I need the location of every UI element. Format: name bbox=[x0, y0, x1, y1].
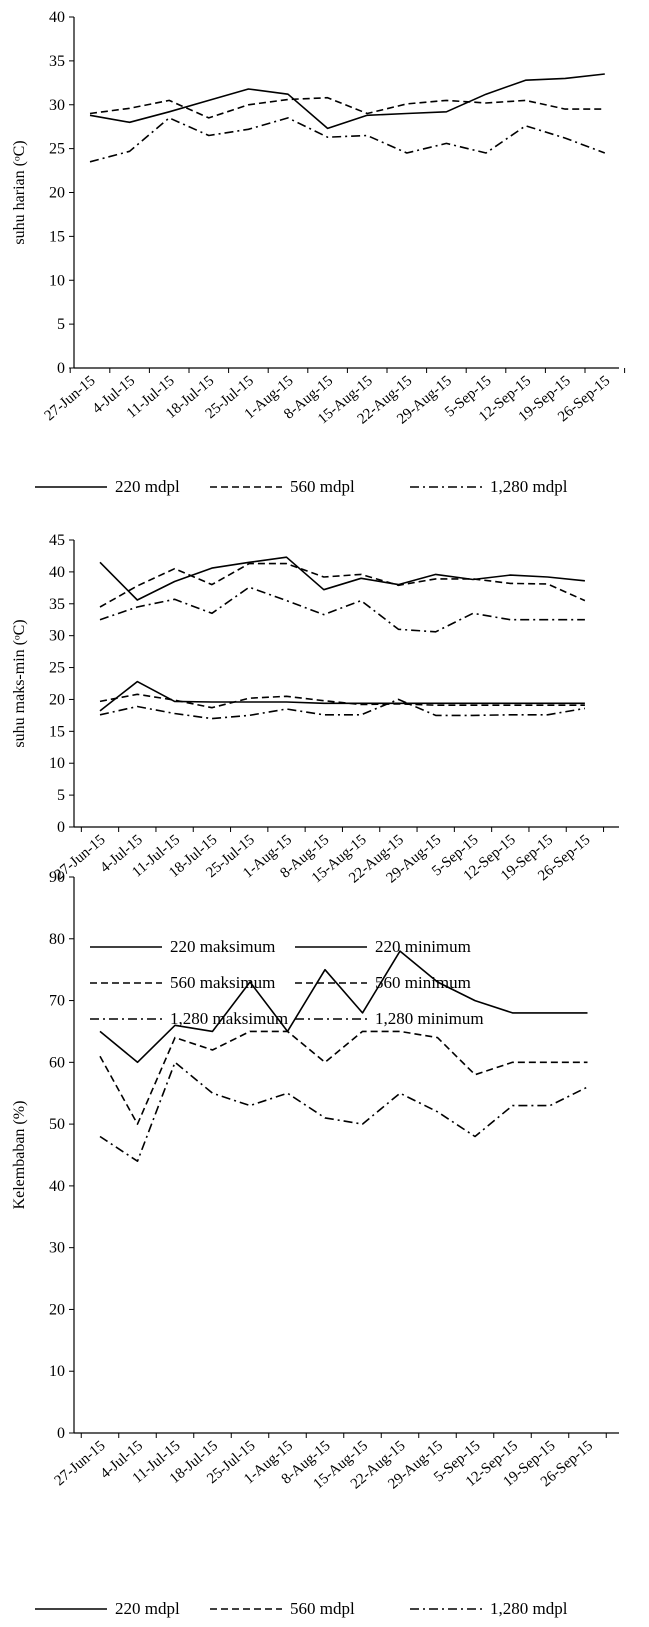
legend-label: 560 maksimum bbox=[170, 973, 275, 992]
y-tick-label: 30 bbox=[49, 1240, 65, 1257]
legend: 220 mdpl 560 mdpl 1,280 mdpl bbox=[35, 1599, 568, 1618]
y-tick-label: 35 bbox=[49, 596, 65, 613]
y-tick-label: 50 bbox=[49, 1116, 65, 1133]
y-axis-title: suhu maks-min (ᵒC) bbox=[11, 619, 28, 747]
legend-label: 220 minimum bbox=[375, 937, 471, 956]
y-axis-title: suhu harian (ᵒC) bbox=[11, 140, 28, 244]
y-tick-label: 20 bbox=[49, 691, 65, 708]
legend-label: 1,280 mdpl bbox=[490, 477, 568, 496]
y-tick-label: 0 bbox=[57, 360, 65, 377]
axes: 051015202530354027-Jun-154-Jul-1511-Jul-… bbox=[42, 9, 626, 427]
axes: 05101520253035404527-Jun-154-Jul-1511-Ju… bbox=[49, 532, 619, 886]
y-tick-label: 90 bbox=[49, 869, 65, 886]
series-line-1-280-maksimum bbox=[99, 586, 585, 633]
y-tick-label: 40 bbox=[49, 9, 65, 26]
y-tick-label: 40 bbox=[49, 564, 65, 581]
legend: 220 maksimum 220 minimum 560 maksimum 560 m… bbox=[90, 937, 484, 1028]
series-line-560-minimum bbox=[99, 693, 585, 709]
y-tick-label: 5 bbox=[57, 787, 65, 804]
y-tick-label: 0 bbox=[57, 819, 65, 836]
series-line-560-mdpl bbox=[89, 96, 605, 119]
y-tick-label: 40 bbox=[49, 1178, 65, 1195]
y-tick-label: 20 bbox=[49, 185, 65, 202]
y-tick-label: 80 bbox=[49, 931, 65, 948]
y-tick-label: 20 bbox=[49, 1301, 65, 1318]
axes: 010203040506070809027-Jun-154-Jul-1511-J… bbox=[49, 869, 619, 1492]
y-tick-label: 70 bbox=[49, 993, 65, 1010]
series-line-220-maksimum bbox=[99, 556, 585, 601]
y-tick-label: 30 bbox=[49, 97, 65, 114]
y-tick-label: 10 bbox=[49, 755, 65, 772]
y-axis-title: Kelembaban (%) bbox=[11, 1101, 28, 1210]
y-tick-label: 15 bbox=[49, 723, 65, 740]
legend-label: 1,280 minimum bbox=[375, 1009, 484, 1028]
y-tick-label: 60 bbox=[49, 1054, 65, 1071]
x-tick-label: 27-Jun-15 bbox=[42, 373, 99, 424]
series-line-220-mdpl bbox=[89, 73, 605, 130]
y-tick-label: 10 bbox=[49, 1363, 65, 1380]
series-line-1-280-mdpl bbox=[99, 1061, 588, 1162]
series-line-1-280-minimum bbox=[99, 698, 586, 720]
y-tick-label: 10 bbox=[49, 272, 65, 289]
legend-label: 220 mdpl bbox=[115, 1599, 180, 1618]
legend-label: 560 mdpl bbox=[290, 477, 355, 496]
y-tick-label: 45 bbox=[49, 532, 65, 549]
y-tick-label: 25 bbox=[49, 660, 65, 677]
y-tick-label: 30 bbox=[49, 628, 65, 645]
y-tick-label: 35 bbox=[49, 53, 65, 70]
series-line-560-mdpl bbox=[99, 1030, 588, 1125]
y-tick-label: 25 bbox=[49, 141, 65, 158]
legend-label: 220 mdpl bbox=[115, 477, 180, 496]
legend-label: 1,280 mdpl bbox=[490, 1599, 568, 1618]
legend-label: 1,280 maksimum bbox=[170, 1009, 288, 1028]
series-line-1-280-mdpl bbox=[89, 117, 606, 163]
series-line-560-maksimum bbox=[99, 562, 586, 608]
y-tick-label: 15 bbox=[49, 228, 65, 245]
legend-label: 220 maksimum bbox=[170, 937, 275, 956]
legend-label: 560 minimum bbox=[375, 973, 471, 992]
legend-label: 560 mdpl bbox=[290, 1599, 355, 1618]
chart-2: 05101520253035404527-Jun-154-Jul-1511-Ju… bbox=[11, 532, 619, 1028]
chart-3: 010203040506070809027-Jun-154-Jul-1511-J… bbox=[11, 869, 619, 1618]
x-tick-label: 27-Jun-15 bbox=[52, 1438, 109, 1489]
series-line-220-minimum bbox=[99, 680, 585, 712]
y-tick-label: 0 bbox=[57, 1425, 65, 1442]
legend: 220 mdpl 560 mdpl 1,280 mdpl bbox=[35, 477, 568, 496]
y-tick-label: 5 bbox=[57, 316, 65, 333]
series-line-220-mdpl bbox=[99, 950, 588, 1064]
chart-1: 051015202530354027-Jun-154-Jul-1511-Jul-… bbox=[11, 9, 626, 496]
